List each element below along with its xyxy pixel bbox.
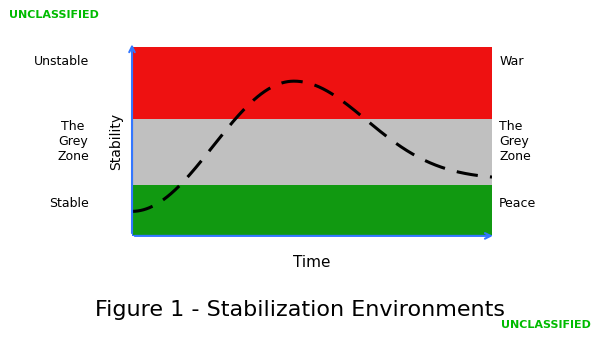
Bar [132,119,492,185]
Bar [132,185,492,236]
Text: War: War [499,55,524,68]
Text: Stable: Stable [49,197,89,210]
Text: The
Grey
Zone: The Grey Zone [499,120,531,163]
Text: UNCLASSIFIED: UNCLASSIFIED [9,10,99,20]
Text: Peace: Peace [499,197,536,210]
Text: Unstable: Unstable [34,55,89,68]
Bar [132,47,492,119]
Text: Figure 1 - Stabilization Environments: Figure 1 - Stabilization Environments [95,300,505,320]
Text: Time: Time [293,255,331,270]
Text: The
Grey
Zone: The Grey Zone [57,120,89,163]
Text: Stability: Stability [109,113,123,170]
Text: UNCLASSIFIED: UNCLASSIFIED [501,320,591,330]
